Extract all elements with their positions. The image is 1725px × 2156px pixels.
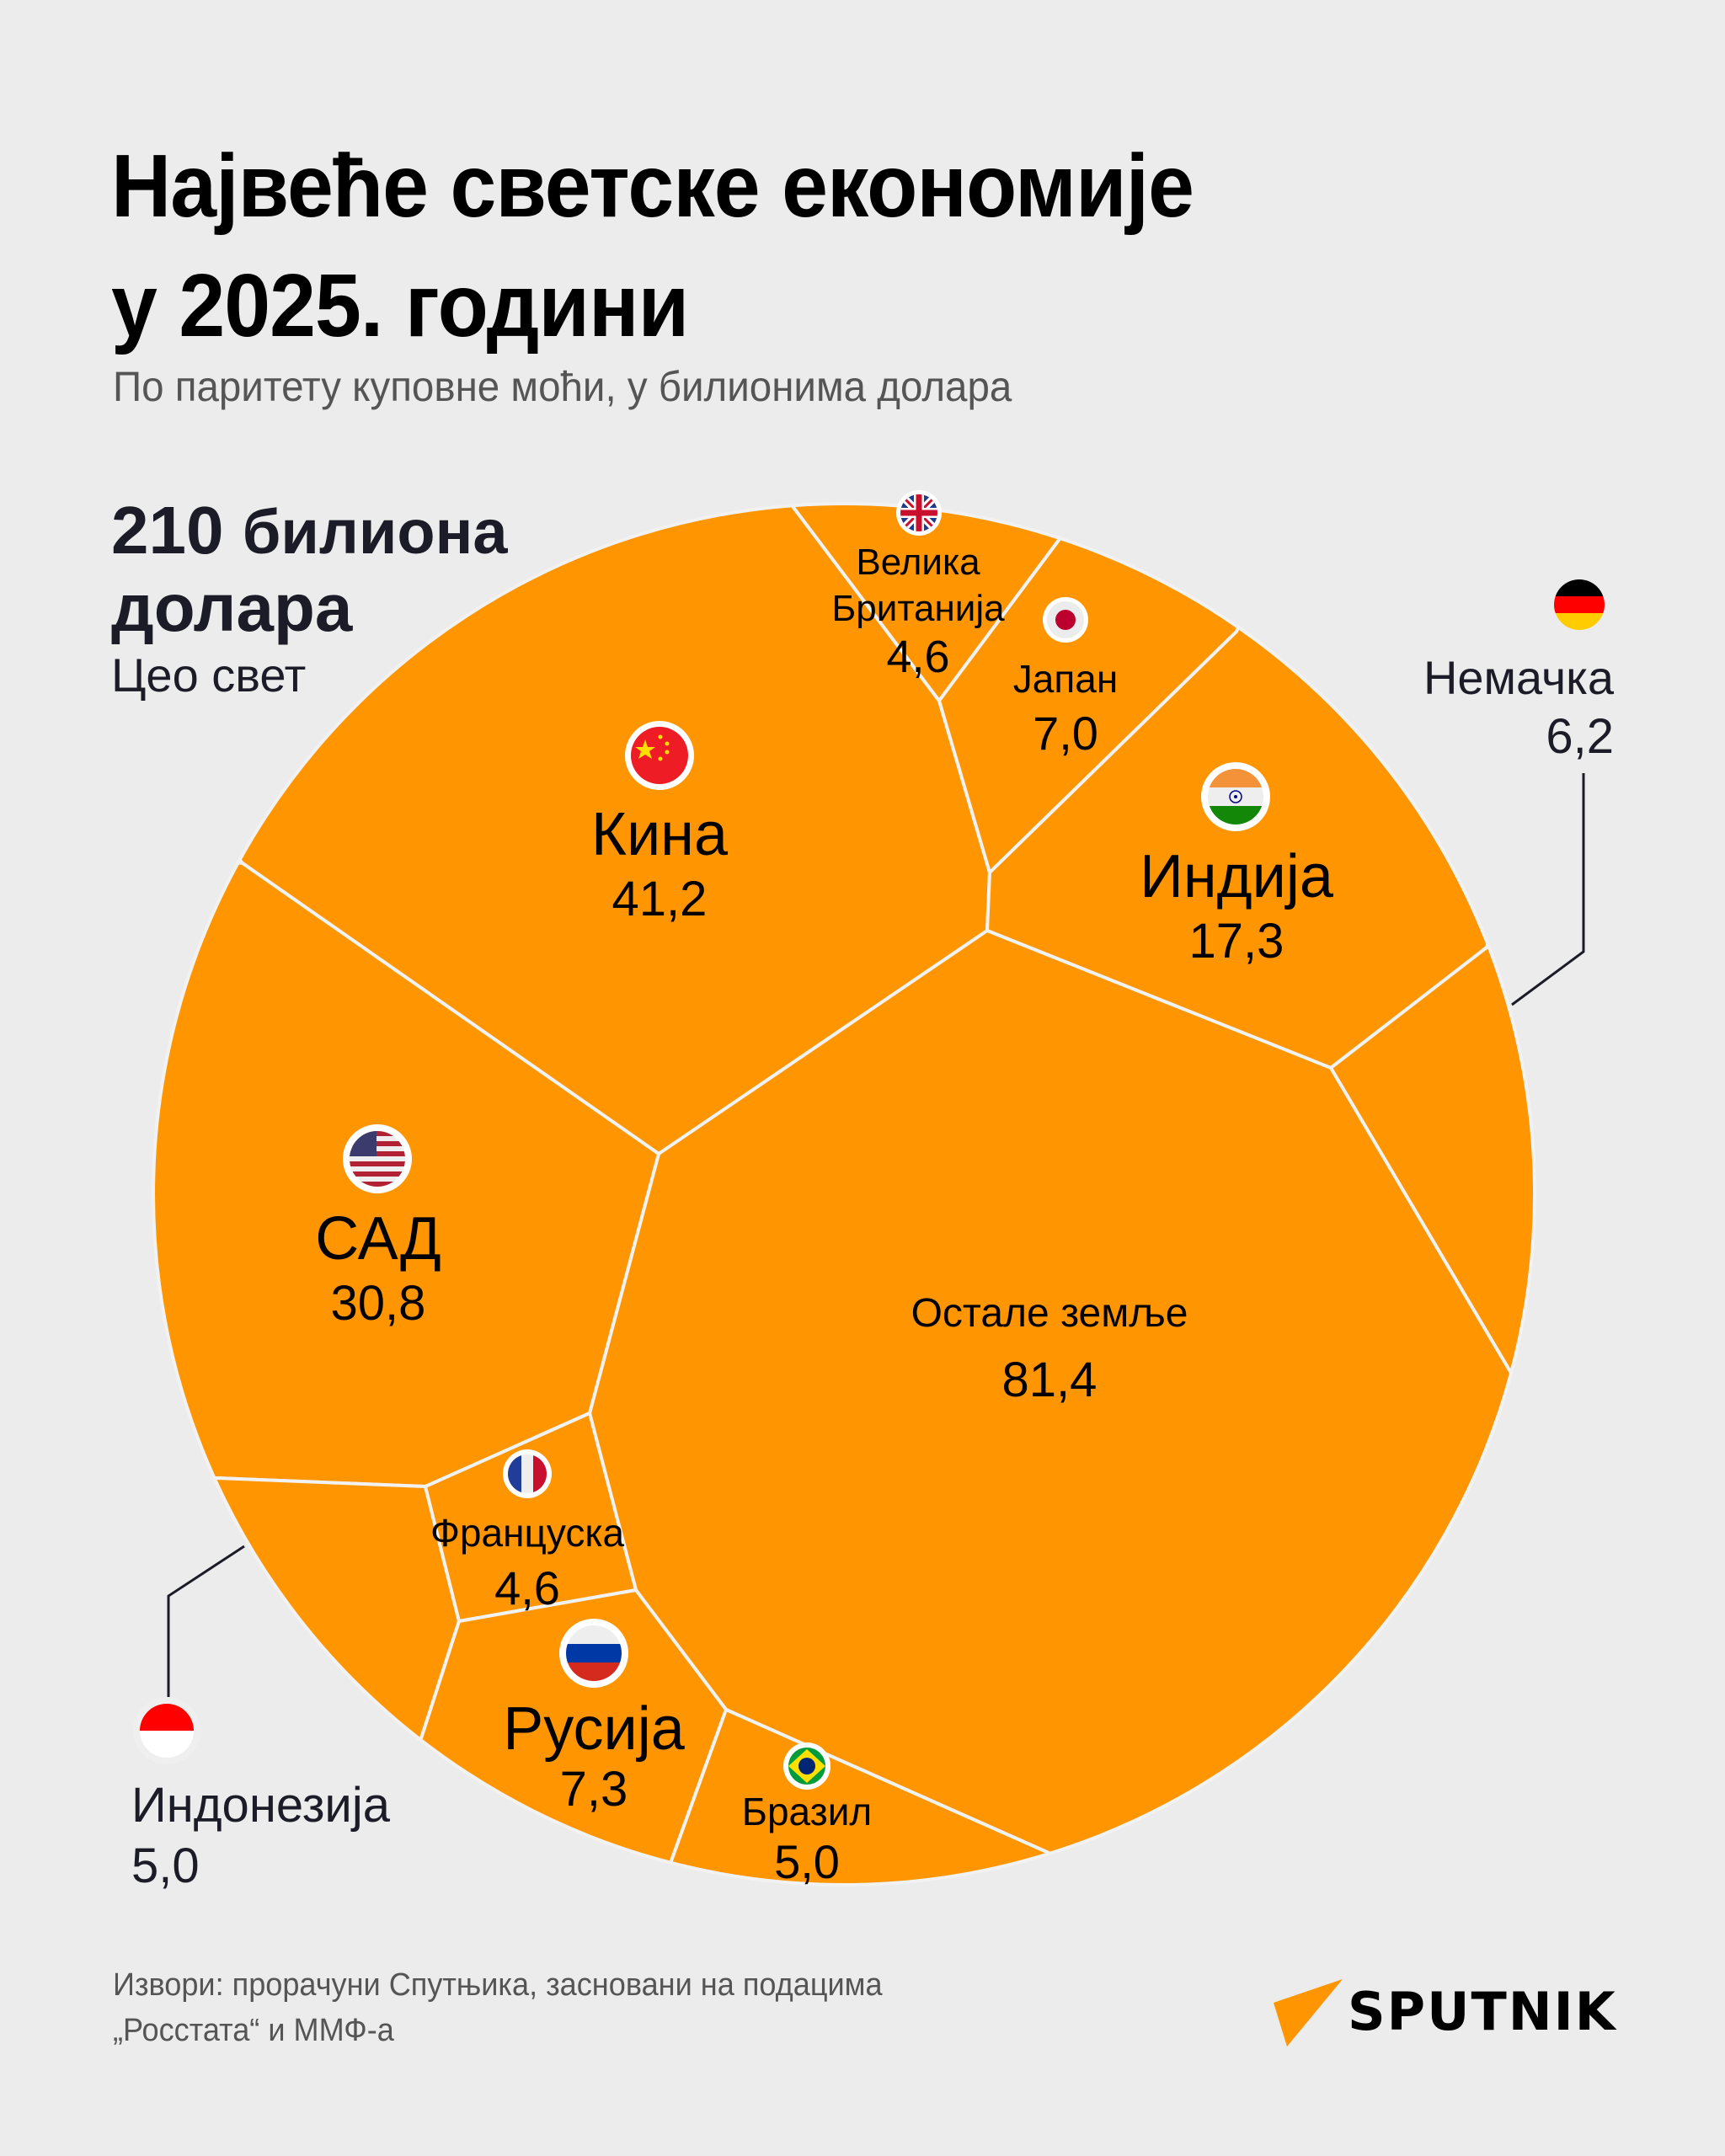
china-value: 41,2: [611, 872, 708, 926]
usa-value: 30,8: [330, 1276, 426, 1331]
france-flag-icon: [503, 1449, 552, 1498]
label-japan: Јапан 7,0: [1013, 654, 1118, 763]
china-name: Кина: [591, 801, 728, 868]
sputnik-logo: SPUTNIK: [1272, 1971, 1626, 2047]
germany-value: 6,2: [1546, 709, 1614, 764]
source-note: Извори: прорачуни Спутњика, засновани на…: [113, 1962, 883, 2053]
source-line-2: „Росстата“ и ММФ-а: [113, 2013, 394, 2048]
india-flag-icon: [1201, 762, 1270, 831]
title-line-2: у 2025. години: [111, 256, 689, 355]
russia-name: Русија: [503, 1695, 685, 1763]
label-others: Остале земље 81,4: [911, 1289, 1188, 1422]
source-line-1: Извори: прорачуни Спутњика, засновани на…: [113, 1967, 883, 2003]
russia-flag-icon: [559, 1619, 628, 1688]
brazil-flag-icon: [783, 1742, 830, 1790]
uk-name-line2: Британија: [831, 588, 1005, 629]
sputnik-arrow-icon: [1274, 1979, 1343, 2047]
uk-name-line1: Велика: [856, 542, 980, 583]
total-unit: билиона: [242, 497, 508, 567]
india-name: Индија: [1140, 843, 1333, 910]
brazil-value: 5,0: [774, 1835, 840, 1888]
japan-flag-icon: [1043, 597, 1088, 643]
japan-value: 7,0: [1033, 707, 1098, 760]
label-germany: Немачка 6,2: [1423, 648, 1614, 766]
japan-name: Јапан: [1012, 657, 1119, 701]
france-value: 4,6: [494, 1561, 560, 1614]
indonesia-name: Индонезија: [131, 1778, 390, 1833]
germany-name: Немачка: [1423, 651, 1614, 704]
others-value: 81,4: [1001, 1353, 1097, 1407]
title-line-1: Највеће светске економије: [111, 136, 1194, 236]
label-france: Француска 4,6: [430, 1508, 624, 1619]
label-india: Индија 17,3: [1140, 842, 1333, 972]
chart-title: Највеће светске економије у 2025. години: [111, 126, 1194, 366]
indonesia-value: 5,0: [131, 1838, 200, 1893]
total-label: Цео свет: [111, 648, 307, 702]
label-indonesia: Индонезија 5,0: [131, 1775, 390, 1897]
indonesia-leader-line: [167, 1545, 245, 1697]
others-name: Остале земље: [911, 1291, 1188, 1336]
total-number: 210: [111, 493, 224, 568]
uk-flag-icon: [896, 490, 942, 536]
china-flag-icon: [625, 721, 694, 790]
france-name: Француска: [430, 1511, 625, 1555]
indonesia-flag-icon: [133, 1697, 200, 1764]
russia-value: 7,3: [559, 1762, 628, 1817]
india-value: 17,3: [1188, 914, 1284, 969]
label-usa: САД 30,8: [315, 1204, 441, 1334]
total-unit-line2: долара: [111, 570, 353, 645]
germany-flag-icon: [1547, 573, 1611, 637]
outer-circle: [152, 502, 1536, 1886]
brazil-name: Бразил: [741, 1790, 873, 1833]
uk-value: 4,6: [886, 632, 950, 682]
label-russia: Русија 7,3: [503, 1694, 684, 1816]
label-brazil: Бразил 5,0: [742, 1787, 872, 1888]
world-total: 210 билиона долара Цео свет: [111, 493, 507, 703]
label-uk: Велика Британија 4,6: [831, 539, 1004, 682]
chart-subtitle: По паритету куповне моћи, у билионима до…: [113, 363, 1012, 410]
label-china: Кина 41,2: [591, 800, 728, 930]
usa-name: САД: [315, 1205, 441, 1273]
logo-text: SPUTNIK: [1348, 1981, 1617, 2042]
total-value: 210 билиона: [111, 493, 507, 570]
usa-flag-icon: [343, 1124, 412, 1193]
germany-leader-line: [1511, 773, 1585, 1006]
